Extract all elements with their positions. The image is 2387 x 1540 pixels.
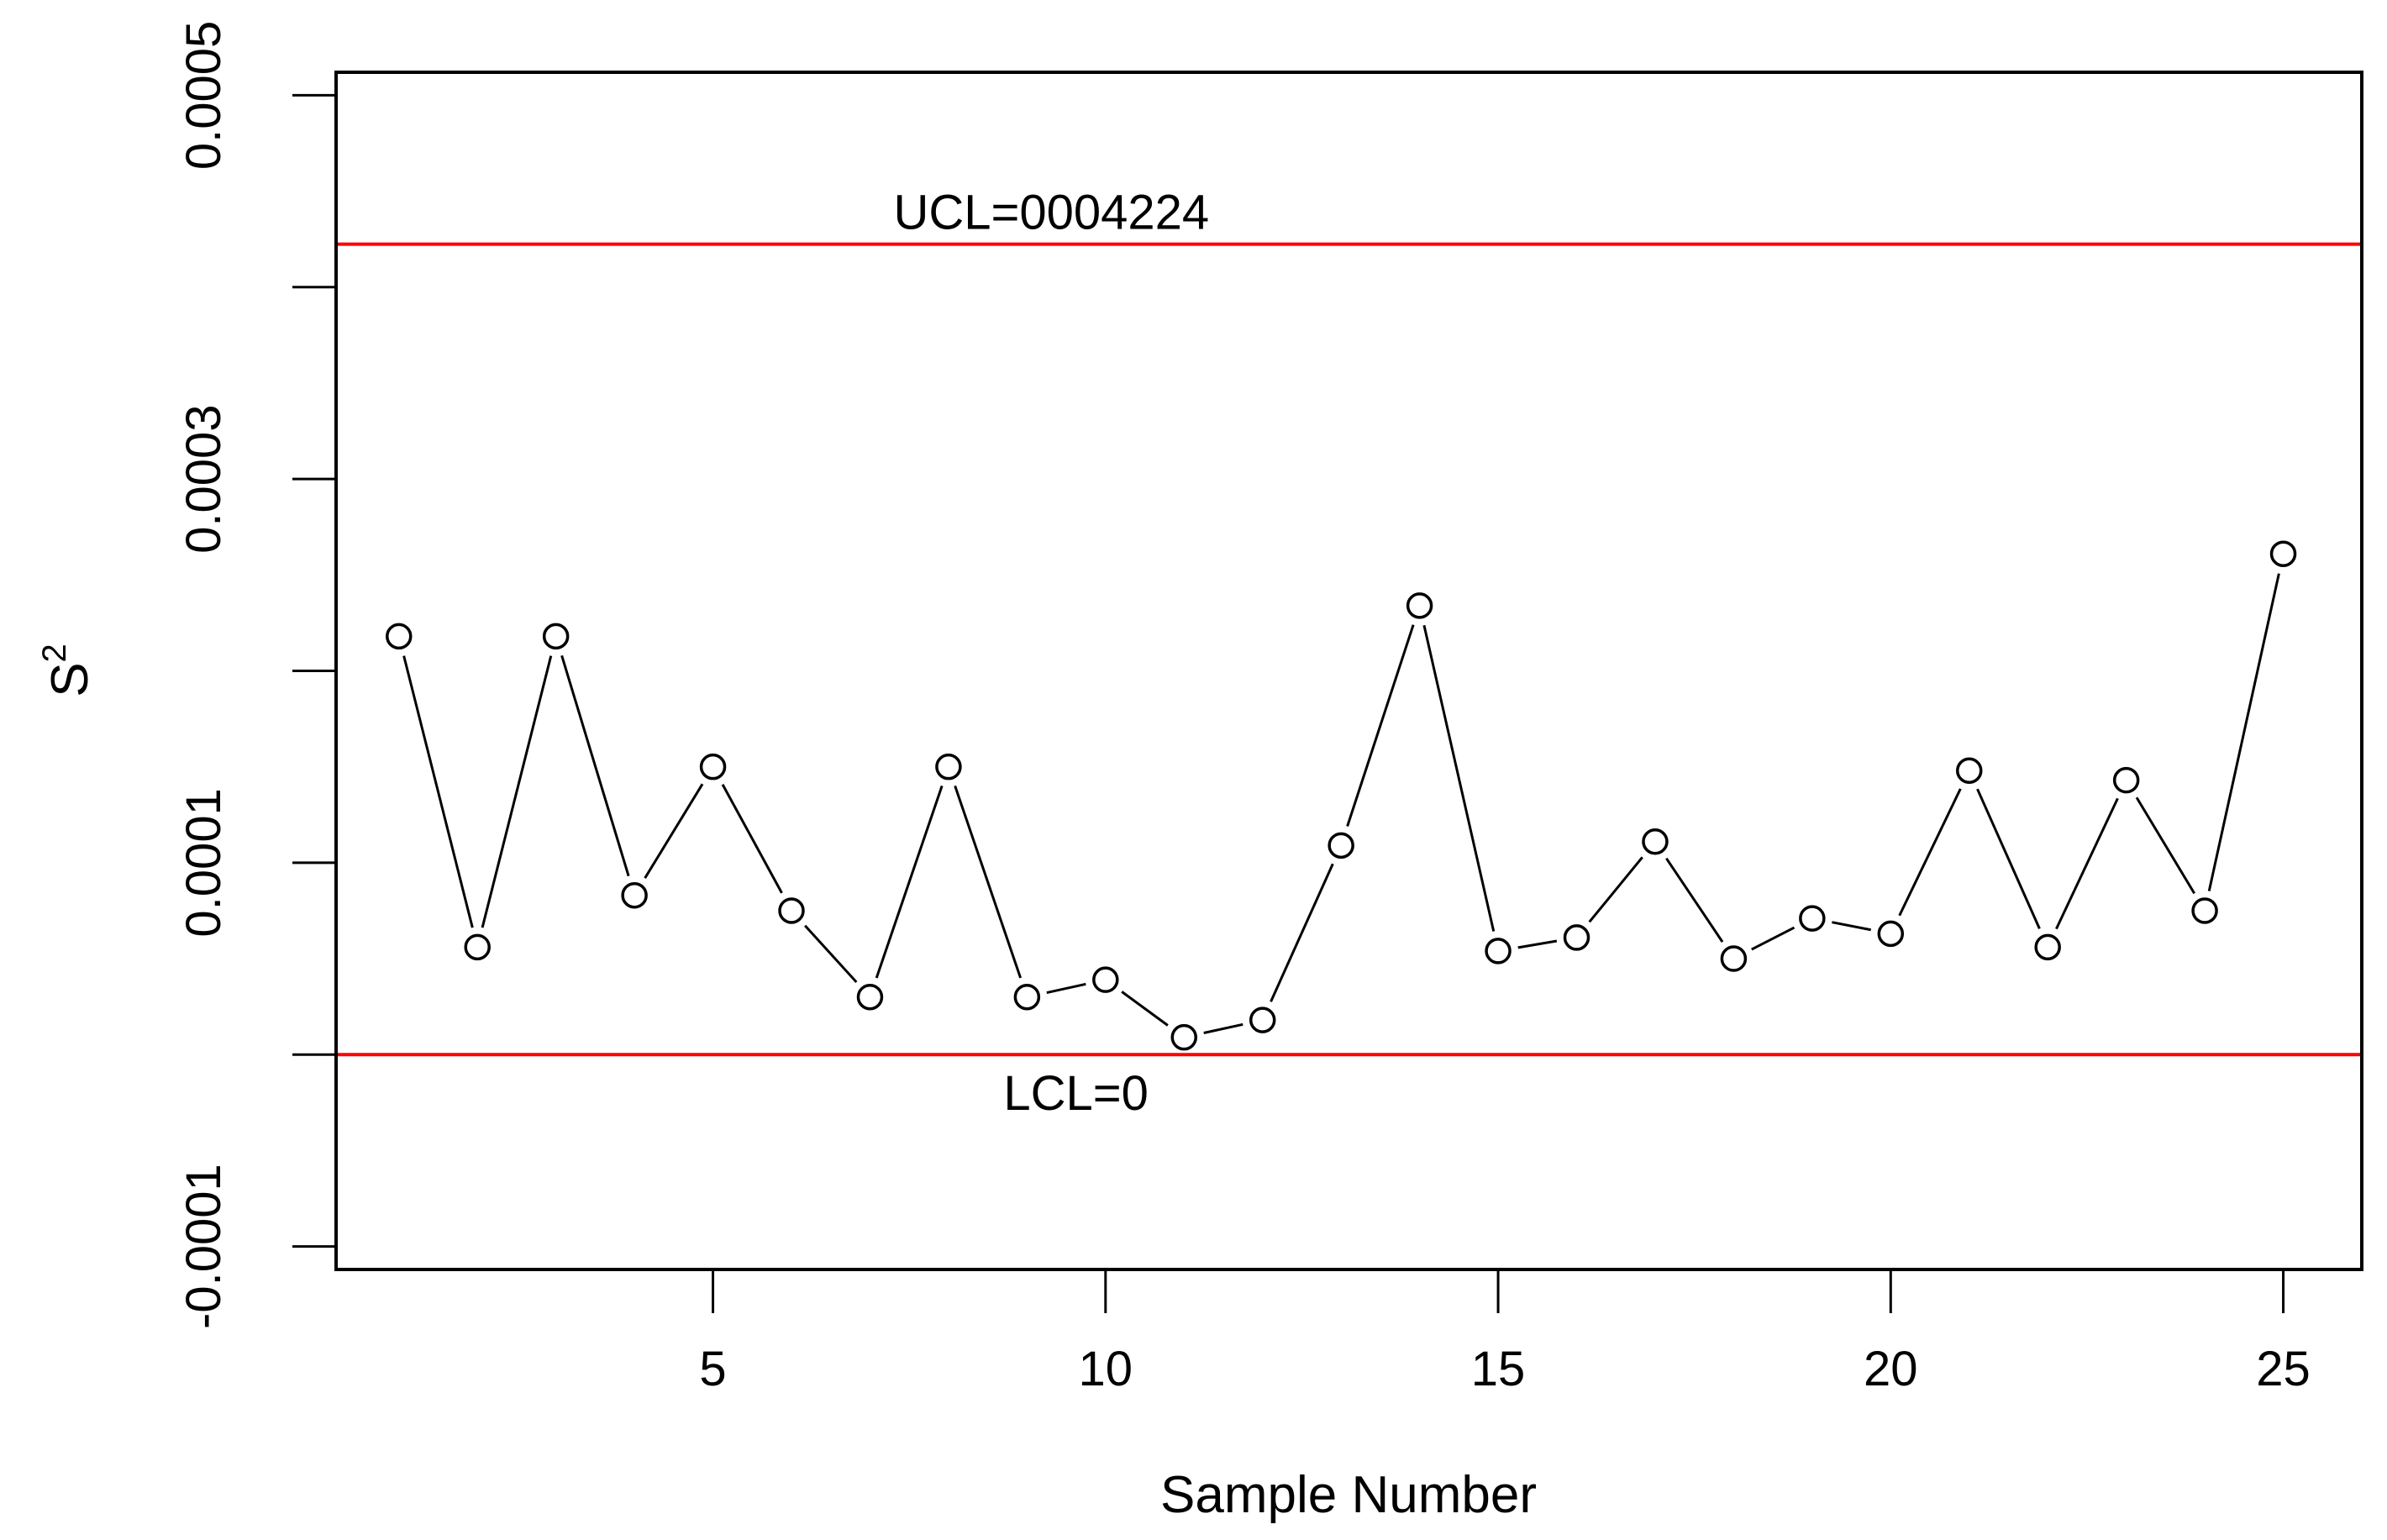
control-limit-lines: UCL=0004224 LCL=0 <box>336 186 2362 1121</box>
series-segment <box>1976 788 2041 930</box>
series-segment <box>1203 1022 1243 1034</box>
data-point <box>699 753 727 781</box>
x-tick-label: 5 <box>699 1342 726 1396</box>
data-point <box>1642 828 1669 855</box>
data-point <box>2112 766 2140 794</box>
y-axis-title-base: S <box>41 662 99 696</box>
data-point <box>856 983 884 1011</box>
data-point <box>1720 945 1748 972</box>
series-segment <box>1422 624 1496 932</box>
data-point <box>542 623 570 650</box>
data-point <box>621 881 648 909</box>
data-point <box>1563 924 1590 951</box>
series-segment <box>1046 982 1086 995</box>
y-tick-label: 0.0003 <box>176 404 231 553</box>
data-point <box>2191 897 2218 924</box>
y-tick-label: 0.0001 <box>176 788 231 937</box>
series-segment <box>560 654 630 877</box>
data-point <box>1328 832 1354 859</box>
x-tick-label: 10 <box>1079 1342 1133 1396</box>
series-segment <box>1121 991 1169 1027</box>
series-segment <box>2055 797 2119 930</box>
series-segment <box>1588 856 1643 923</box>
y-axis-title-superscript: 2 <box>36 644 73 662</box>
y-tick-label: 0.0005 <box>176 21 231 170</box>
ucl-label: UCL=0004224 <box>893 186 1209 240</box>
series-segment <box>1346 624 1415 827</box>
plot-frame <box>334 71 2363 1271</box>
y-tick-label: -0.0001 <box>176 1164 231 1329</box>
data-point <box>1092 966 1119 993</box>
data-point <box>2034 933 2061 961</box>
data-point <box>1170 1023 1198 1051</box>
data-point <box>1406 592 1433 619</box>
series-segment <box>1270 863 1334 1002</box>
series-segment <box>875 785 944 979</box>
data-point <box>778 897 805 924</box>
series-segment <box>1751 926 1796 951</box>
data-point <box>1485 938 1512 964</box>
series-segment <box>1517 939 1558 949</box>
data-point <box>1956 757 1983 784</box>
y-axis-title: S2 <box>36 644 99 697</box>
data-point <box>2269 540 2297 567</box>
series-segment <box>481 655 553 928</box>
series-segment <box>1898 788 1962 917</box>
data-point <box>935 753 962 781</box>
series-segment <box>402 655 474 928</box>
data-point <box>1013 983 1041 1011</box>
data-point <box>464 933 491 961</box>
data-point <box>1249 1007 1276 1033</box>
lcl-label: LCL=0 <box>1003 1066 1149 1121</box>
sample-variance-series <box>386 540 2297 1051</box>
x-axis: 5 10 15 20 25 <box>699 1269 2311 1396</box>
series-segment <box>644 783 704 879</box>
data-point <box>386 623 413 650</box>
data-point <box>1799 905 1826 932</box>
data-point <box>1877 920 1905 948</box>
x-tick-label: 25 <box>2256 1342 2311 1396</box>
series-segment <box>804 924 858 983</box>
series-segment <box>721 784 783 894</box>
x-axis-title: Sample Number <box>1160 1466 1537 1524</box>
x-tick-label: 15 <box>1471 1342 1526 1396</box>
series-segment <box>2207 573 2280 891</box>
series-segment <box>2135 796 2196 895</box>
y-axis: -0.0001 0.0001 0.0003 0.0005 <box>176 21 336 1329</box>
series-segment <box>1665 857 1724 943</box>
series-segment <box>954 785 1023 979</box>
x-tick-label: 20 <box>1864 1342 1918 1396</box>
series-segment <box>1832 921 1872 932</box>
